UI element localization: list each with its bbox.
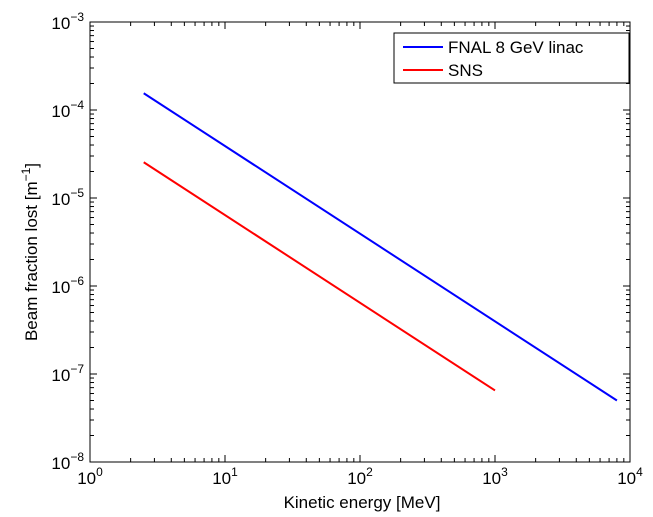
x-tick-base: 10 [482,469,501,488]
x-tick-exponent: 0 [96,465,103,479]
y-tick-label: 10−3 [51,10,84,33]
ticks-layer [89,21,631,463]
y-tick-base: 10 [51,190,70,209]
series-line-1 [143,161,496,392]
x-tick-exponent: 3 [501,465,508,479]
x-tick-label: 103 [482,465,508,488]
x-tick-label: 101 [212,465,238,488]
series-line-0 [143,92,618,402]
x-tick-base: 10 [77,469,96,488]
legend: FNAL 8 GeV linac SNS [393,32,630,84]
y-tick-label: 10−8 [51,450,84,473]
x-tick-label: 102 [347,465,373,488]
y-axis-title-text: Beam fraction lost [m [22,181,41,341]
legend-label-fnal: FNAL 8 GeV linac [448,38,584,57]
y-tick-label: 10−6 [51,274,84,297]
y-tick-label: 10−7 [51,362,84,385]
x-tick-exponent: 1 [231,465,238,479]
legend-label-sns: SNS [448,61,483,80]
x-tick-base: 10 [617,469,636,488]
y-tick-base: 10 [51,454,70,473]
x-tick-exponent: 2 [366,465,373,479]
y-tick-exponent: −7 [70,362,84,376]
x-tick-label: 104 [617,465,643,488]
x-tick-base: 10 [347,469,366,488]
y-axis-title-suffix: ] [22,163,41,168]
x-tick-exponent: 4 [636,465,643,479]
y-tick-label: 10−5 [51,186,84,209]
y-axis-title: Beam fraction lost [m−1] [19,163,41,341]
y-axis-title-superscript: −1 [19,167,33,181]
y-tick-base: 10 [51,278,70,297]
x-axis-title: Kinetic energy [MeV] [284,493,441,512]
x-tick-base: 10 [212,469,231,488]
y-tick-base: 10 [51,14,70,33]
y-tick-label: 10−4 [51,98,84,121]
y-tick-exponent: −4 [70,98,84,112]
y-tick-exponent: −6 [70,274,84,288]
legend-box [393,32,630,84]
series-layer [143,92,618,402]
y-tick-exponent: −8 [70,450,84,464]
x-tick-label: 100 [77,465,103,488]
y-tick-exponent: −3 [70,10,84,24]
plot-frame [89,21,631,463]
y-tick-base: 10 [51,102,70,121]
y-tick-base: 10 [51,366,70,385]
y-tick-exponent: −5 [70,186,84,200]
